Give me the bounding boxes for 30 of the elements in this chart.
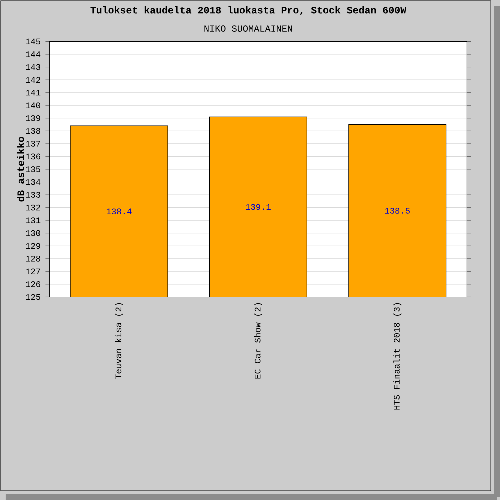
y-tick-label: 125 [26, 294, 40, 300]
y-tick-label: 141 [26, 90, 41, 96]
y-tick-label: 131 [26, 218, 41, 224]
y-tick-label: 140 [26, 102, 41, 109]
y-tick-label: 139 [26, 115, 40, 122]
y-tick-label: 130 [26, 230, 41, 236]
chart-subtitle: NIKO SUOMALAINEN [204, 26, 292, 32]
x-tick-label: Teuvan kisa (2) [115, 303, 124, 380]
y-tick-label: 145 [26, 38, 40, 45]
y-axis-title: dB asteikko [17, 137, 24, 202]
data-label: 138.4 [106, 208, 132, 215]
y-tick-label: 126 [26, 282, 40, 288]
data-label: 138.5 [385, 208, 410, 214]
y-tick-label: 128 [26, 256, 40, 262]
y-tick-label: 134 [26, 179, 41, 186]
y-tick-label: 133 [26, 192, 40, 198]
y-tick-label: 137 [26, 141, 40, 147]
y-tick-label: 129 [26, 243, 40, 250]
y-tick-label: 144 [26, 52, 41, 58]
y-tick-label: 138 [26, 128, 40, 134]
y-tick-label: 142 [26, 77, 40, 83]
x-tick-label: HTS Finaalit 2018 (3) [394, 303, 402, 410]
y-tick-label: 135 [26, 166, 40, 172]
y-tick-label: 132 [26, 204, 40, 211]
y-tick-label: 136 [26, 154, 40, 160]
x-tick-label: EC Car Show (2) [254, 303, 262, 379]
y-tick-label: 127 [26, 268, 40, 275]
chart-title: Tulokset kaudelta 2018 luokasta Pro, Stock Sedan 600W [90, 6, 407, 16]
data-label: 139.1 [246, 204, 271, 210]
y-tick-label: 143 [26, 64, 40, 70]
